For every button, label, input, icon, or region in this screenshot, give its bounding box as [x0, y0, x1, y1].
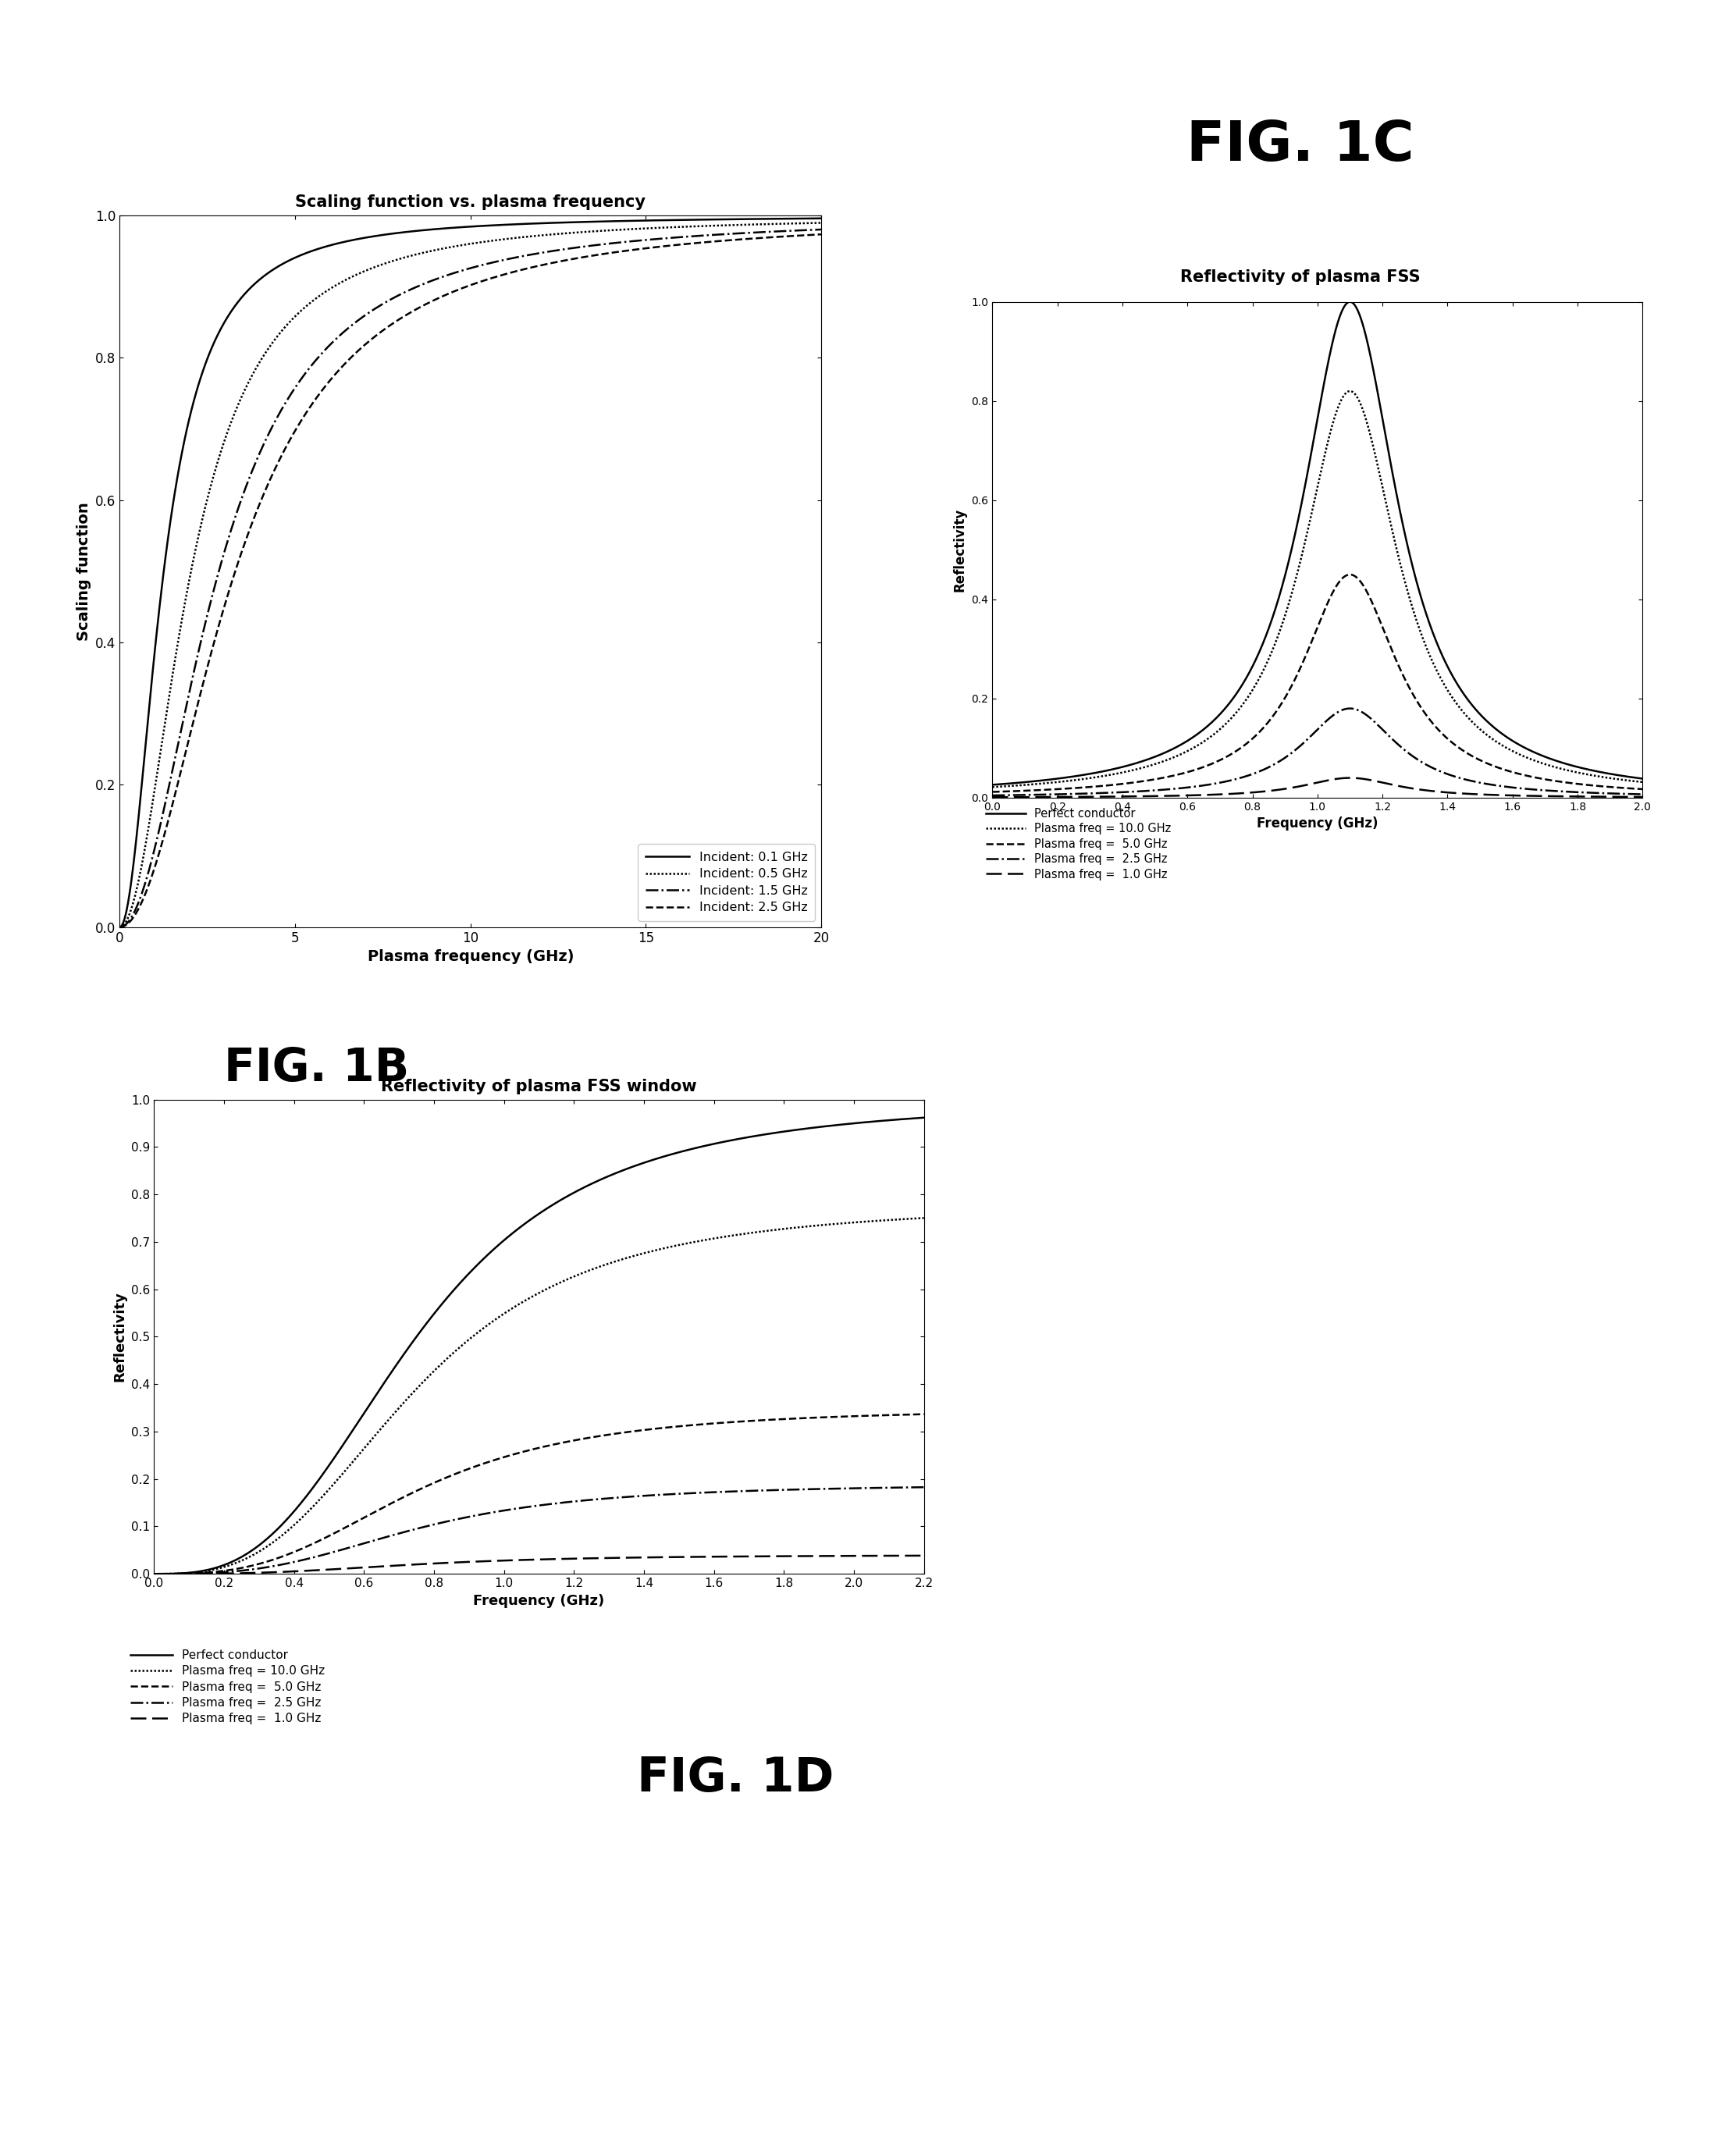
Line: Incident: 2.5 GHz: Incident: 2.5 GHz	[120, 235, 821, 927]
Incident: 0.5 GHz: (11.8, 0.971): 0.5 GHz: (11.8, 0.971)	[524, 224, 544, 250]
Incident: 0.5 GHz: (9.05, 0.952): 0.5 GHz: (9.05, 0.952)	[426, 237, 447, 263]
Incident: 1.5 GHz: (5.14, 0.768): 1.5 GHz: (5.14, 0.768)	[289, 367, 310, 392]
Line: Incident: 0.1 GHz: Incident: 0.1 GHz	[120, 218, 821, 927]
Incident: 0.1 GHz: (0, 0): 0.1 GHz: (0, 0)	[110, 914, 130, 940]
Incident: 0.1 GHz: (13.4, 0.991): 0.1 GHz: (13.4, 0.991)	[578, 209, 599, 235]
Incident: 1.5 GHz: (9.05, 0.911): 1.5 GHz: (9.05, 0.911)	[426, 265, 447, 291]
Incident: 0.5 GHz: (5.14, 0.865): 0.5 GHz: (5.14, 0.865)	[289, 300, 310, 326]
Text: FIG. 1D: FIG. 1D	[636, 1755, 835, 1802]
Incident: 0.1 GHz: (11.8, 0.989): 0.1 GHz: (11.8, 0.989)	[524, 211, 544, 237]
Y-axis label: Scaling function: Scaling function	[77, 502, 91, 640]
Incident: 0.1 GHz: (20, 0.996): 0.1 GHz: (20, 0.996)	[811, 205, 832, 231]
Incident: 0.1 GHz: (5.14, 0.944): 0.1 GHz: (5.14, 0.944)	[289, 241, 310, 267]
Incident: 2.5 GHz: (11.8, 0.928): 2.5 GHz: (11.8, 0.928)	[524, 254, 544, 280]
Incident: 1.5 GHz: (15.1, 0.966): 1.5 GHz: (15.1, 0.966)	[638, 226, 659, 252]
Incident: 0.1 GHz: (15.1, 0.993): 0.1 GHz: (15.1, 0.993)	[638, 207, 659, 233]
Incident: 1.5 GHz: (20, 0.98): 1.5 GHz: (20, 0.98)	[811, 216, 832, 241]
Incident: 0.5 GHz: (0, 0): 0.5 GHz: (0, 0)	[110, 914, 130, 940]
Incident: 1.5 GHz: (3.54, 0.611): 1.5 GHz: (3.54, 0.611)	[234, 479, 255, 505]
X-axis label: Frequency (GHz): Frequency (GHz)	[1258, 817, 1377, 830]
Incident: 2.5 GHz: (20, 0.974): 2.5 GHz: (20, 0.974)	[811, 222, 832, 248]
Text: FIG. 1B: FIG. 1B	[224, 1046, 409, 1091]
Incident: 1.5 GHz: (13.4, 0.957): 1.5 GHz: (13.4, 0.957)	[578, 233, 599, 259]
Incident: 0.1 GHz: (3.54, 0.889): 0.1 GHz: (3.54, 0.889)	[234, 282, 255, 308]
Incident: 0.5 GHz: (20, 0.99): 0.5 GHz: (20, 0.99)	[811, 209, 832, 235]
Legend: Perfect conductor, Plasma freq = 10.0 GHz, Plasma freq =  5.0 GHz, Plasma freq =: Perfect conductor, Plasma freq = 10.0 GH…	[125, 1645, 330, 1729]
Y-axis label: Reflectivity: Reflectivity	[113, 1291, 127, 1382]
Incident: 2.5 GHz: (13.4, 0.943): 2.5 GHz: (13.4, 0.943)	[578, 244, 599, 270]
Y-axis label: Reflectivity: Reflectivity	[953, 509, 967, 591]
Incident: 0.1 GHz: (9.05, 0.981): 0.1 GHz: (9.05, 0.981)	[426, 216, 447, 241]
Text: Reflectivity of plasma FSS: Reflectivity of plasma FSS	[1181, 270, 1420, 285]
Legend: Perfect conductor, Plasma freq = 10.0 GHz, Plasma freq =  5.0 GHz, Plasma freq =: Perfect conductor, Plasma freq = 10.0 GH…	[980, 804, 1175, 884]
Incident: 1.5 GHz: (0, 0): 1.5 GHz: (0, 0)	[110, 914, 130, 940]
Incident: 2.5 GHz: (0, 0): 2.5 GHz: (0, 0)	[110, 914, 130, 940]
Title: Reflectivity of plasma FSS window: Reflectivity of plasma FSS window	[382, 1078, 696, 1093]
Incident: 2.5 GHz: (15.1, 0.954): 2.5 GHz: (15.1, 0.954)	[638, 235, 659, 261]
Incident: 0.5 GHz: (15.1, 0.982): 0.5 GHz: (15.1, 0.982)	[638, 216, 659, 241]
Text: FIG. 1C: FIG. 1C	[1186, 119, 1415, 172]
Line: Incident: 1.5 GHz: Incident: 1.5 GHz	[120, 229, 821, 927]
Line: Incident: 0.5 GHz: Incident: 0.5 GHz	[120, 222, 821, 927]
Legend: Incident: 0.1 GHz, Incident: 0.5 GHz, Incident: 1.5 GHz, Incident: 2.5 GHz: Incident: 0.1 GHz, Incident: 0.5 GHz, In…	[638, 845, 814, 921]
Incident: 0.5 GHz: (13.4, 0.977): 0.5 GHz: (13.4, 0.977)	[578, 218, 599, 244]
Title: Scaling function vs. plasma frequency: Scaling function vs. plasma frequency	[296, 194, 645, 209]
Incident: 1.5 GHz: (11.8, 0.946): 1.5 GHz: (11.8, 0.946)	[524, 241, 544, 267]
Incident: 2.5 GHz: (5.14, 0.709): 2.5 GHz: (5.14, 0.709)	[289, 410, 310, 436]
X-axis label: Frequency (GHz): Frequency (GHz)	[474, 1593, 604, 1608]
Incident: 2.5 GHz: (9.05, 0.883): 2.5 GHz: (9.05, 0.883)	[426, 287, 447, 313]
Incident: 2.5 GHz: (3.54, 0.536): 2.5 GHz: (3.54, 0.536)	[234, 533, 255, 558]
Incident: 0.5 GHz: (3.54, 0.752): 0.5 GHz: (3.54, 0.752)	[234, 379, 255, 405]
X-axis label: Plasma frequency (GHz): Plasma frequency (GHz)	[368, 949, 573, 964]
